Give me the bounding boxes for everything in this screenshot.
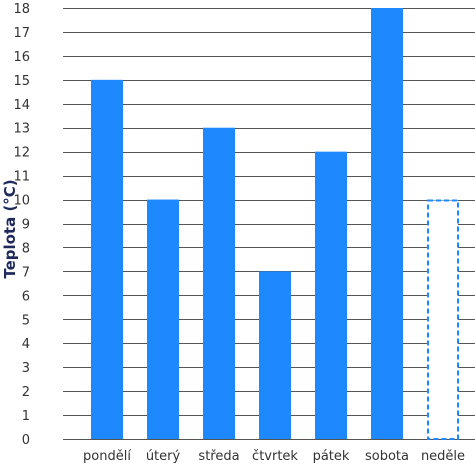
x-category-label: sobota <box>365 449 409 464</box>
bar-3 <box>259 271 291 439</box>
y-tick-label: 7 <box>22 265 30 280</box>
y-tick-label: 11 <box>13 170 30 185</box>
y-tick-label: 10 <box>13 194 30 209</box>
bar-4 <box>315 151 347 439</box>
bars <box>91 8 459 440</box>
y-tick-label: 5 <box>22 313 30 328</box>
y-axis-title: Teplota (°C) <box>1 179 19 278</box>
x-category-label: středa <box>198 449 239 464</box>
y-tick-label: 6 <box>22 289 30 304</box>
y-tick-label: 14 <box>13 98 30 113</box>
x-category-label: čtvrtek <box>252 449 298 464</box>
y-tick-label: 16 <box>13 50 30 65</box>
grid-lines <box>63 8 475 440</box>
y-tick-label: 0 <box>22 433 30 448</box>
bar-5 <box>371 8 403 439</box>
x-category-label: pondělí <box>83 449 131 464</box>
x-category-label: úterý <box>146 449 181 464</box>
y-tick-label: 4 <box>22 337 30 352</box>
x-category-label: pátek <box>313 449 350 464</box>
y-tick-label: 9 <box>22 218 30 233</box>
x-category-labels: pondělí úterý středa čtvrtek pátek sobota nedě… <box>83 449 465 464</box>
y-tick-label: 17 <box>13 26 30 41</box>
y-tick-label: 15 <box>13 74 30 89</box>
y-tick-label: 8 <box>22 241 30 256</box>
y-tick-label: 1 <box>22 409 30 424</box>
bar-1 <box>147 199 179 439</box>
bar-6 <box>427 199 459 440</box>
y-tick-label: 3 <box>22 361 30 376</box>
y-tick-label: 12 <box>13 146 30 161</box>
y-tick-label: 18 <box>13 2 30 17</box>
y-tick-label: 13 <box>13 122 30 137</box>
x-category-label: neděle <box>421 449 465 464</box>
bar-2 <box>203 127 235 439</box>
y-tick-label: 2 <box>22 385 30 400</box>
bar-0 <box>91 79 123 439</box>
